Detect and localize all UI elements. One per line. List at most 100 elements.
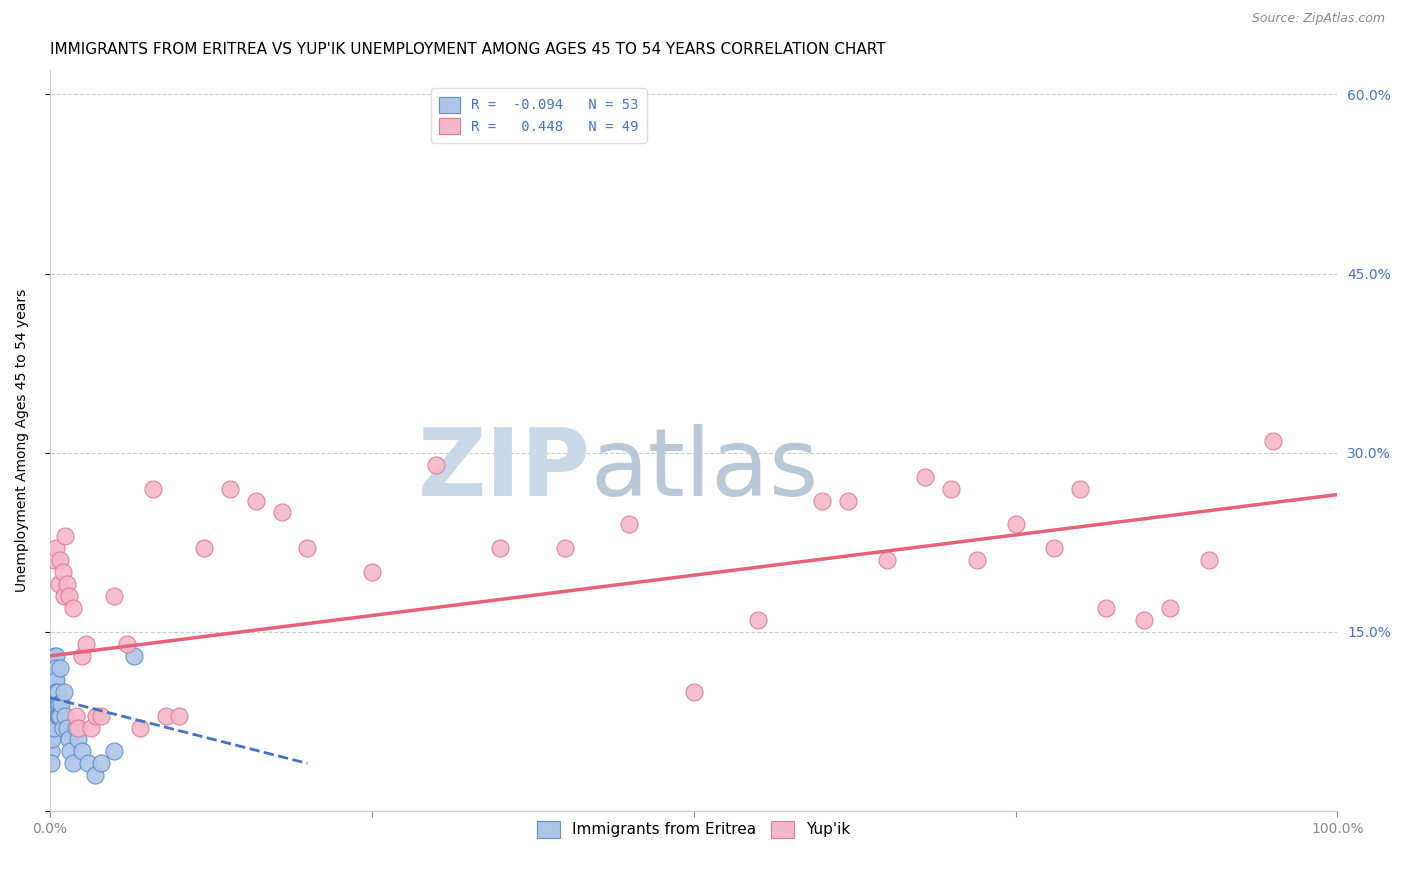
- Point: [122, 648, 145, 663]
- Text: atlas: atlas: [591, 425, 818, 516]
- Point: [39, 721, 62, 735]
- Text: ZIP: ZIP: [418, 425, 591, 516]
- Point: [46, 697, 69, 711]
- Point: [42, 721, 65, 735]
- Point: [84, 708, 107, 723]
- Point: [58, 732, 80, 747]
- Point: [270, 506, 292, 520]
- Point: [70, 744, 93, 758]
- Point: [90, 756, 112, 771]
- Point: [52, 721, 75, 735]
- Point: [41, 721, 63, 735]
- Point: [129, 721, 152, 735]
- Point: [45, 648, 67, 663]
- Point: [1159, 601, 1181, 615]
- Point: [48, 697, 70, 711]
- Point: [53, 529, 76, 543]
- Point: [167, 708, 190, 723]
- Point: [67, 732, 90, 747]
- Point: [39, 684, 62, 698]
- Point: [46, 684, 69, 698]
- Point: [42, 684, 65, 698]
- Point: [41, 673, 63, 687]
- Point: [39, 697, 62, 711]
- Point: [554, 541, 576, 556]
- Point: [44, 661, 66, 675]
- Point: [49, 708, 72, 723]
- Y-axis label: Unemployment Among Ages 45 to 54 years: Unemployment Among Ages 45 to 54 years: [15, 289, 30, 592]
- Point: [219, 482, 242, 496]
- Point: [51, 697, 73, 711]
- Point: [360, 566, 382, 580]
- Point: [837, 493, 859, 508]
- Point: [83, 768, 105, 782]
- Point: [80, 721, 103, 735]
- Point: [49, 661, 72, 675]
- Text: Source: ZipAtlas.com: Source: ZipAtlas.com: [1251, 12, 1385, 25]
- Point: [1069, 482, 1091, 496]
- Point: [41, 697, 63, 711]
- Point: [67, 721, 90, 735]
- Point: [52, 566, 75, 580]
- Point: [41, 661, 63, 675]
- Point: [44, 684, 66, 698]
- Point: [48, 577, 70, 591]
- Point: [42, 697, 65, 711]
- Point: [45, 661, 67, 675]
- Point: [41, 732, 63, 747]
- Point: [142, 482, 165, 496]
- Point: [62, 756, 84, 771]
- Point: [39, 744, 62, 758]
- Point: [77, 756, 100, 771]
- Point: [42, 661, 65, 675]
- Point: [55, 721, 77, 735]
- Point: [297, 541, 319, 556]
- Point: [55, 577, 77, 591]
- Point: [62, 601, 84, 615]
- Point: [939, 482, 962, 496]
- Point: [53, 589, 76, 603]
- Point: [1133, 613, 1156, 627]
- Point: [1094, 601, 1116, 615]
- Point: [44, 648, 66, 663]
- Point: [39, 732, 62, 747]
- Point: [41, 684, 63, 698]
- Point: [966, 553, 988, 567]
- Point: [103, 589, 125, 603]
- Point: [45, 684, 67, 698]
- Point: [45, 673, 67, 687]
- Point: [115, 637, 138, 651]
- Point: [811, 493, 834, 508]
- Point: [48, 708, 70, 723]
- Point: [53, 708, 76, 723]
- Point: [39, 756, 62, 771]
- Point: [53, 684, 76, 698]
- Point: [42, 708, 65, 723]
- Point: [245, 493, 267, 508]
- Point: [876, 553, 898, 567]
- Point: [42, 553, 65, 567]
- Point: [914, 469, 936, 483]
- Point: [747, 613, 769, 627]
- Point: [49, 553, 72, 567]
- Point: [75, 637, 97, 651]
- Point: [155, 708, 177, 723]
- Point: [41, 708, 63, 723]
- Point: [45, 541, 67, 556]
- Point: [65, 708, 87, 723]
- Text: IMMIGRANTS FROM ERITREA VS YUP'IK UNEMPLOYMENT AMONG AGES 45 TO 54 YEARS CORRELA: IMMIGRANTS FROM ERITREA VS YUP'IK UNEMPL…: [49, 42, 886, 57]
- Point: [65, 721, 87, 735]
- Point: [44, 673, 66, 687]
- Point: [1043, 541, 1066, 556]
- Point: [90, 708, 112, 723]
- Point: [425, 458, 447, 472]
- Point: [682, 684, 704, 698]
- Legend: Immigrants from Eritrea, Yup'ik: Immigrants from Eritrea, Yup'ik: [530, 814, 856, 845]
- Point: [1198, 553, 1220, 567]
- Point: [70, 648, 93, 663]
- Point: [103, 744, 125, 758]
- Point: [58, 589, 80, 603]
- Point: [1004, 517, 1026, 532]
- Point: [59, 744, 82, 758]
- Point: [1261, 434, 1284, 448]
